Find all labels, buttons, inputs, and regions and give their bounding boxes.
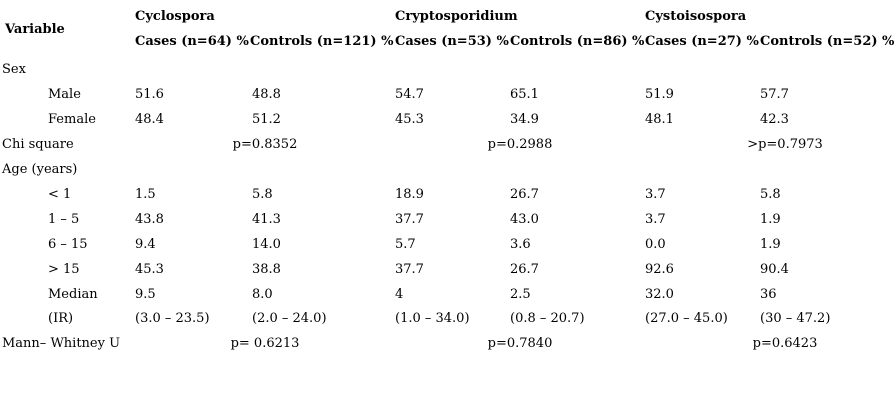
value-cell: 2.5 (510, 287, 531, 302)
value-cell: 45.3 (135, 262, 164, 277)
value-cell: 5.7 (395, 237, 416, 252)
subheader-cyclospora-controls: Controls (n=121) % (250, 34, 394, 49)
row-label-chi-square: Chi square (2, 137, 74, 152)
value-cell: 65.1 (510, 87, 539, 102)
value-cell: 36 (760, 287, 777, 302)
group-header-cyclospora: Cyclospora (135, 9, 215, 24)
value-cell: (0.8 – 20.7) (510, 311, 585, 326)
row-label-15: > 15 (48, 262, 80, 277)
value-cell: 48.4 (135, 112, 164, 127)
value-cell: 14.0 (252, 237, 281, 252)
value-cell: 5.8 (760, 187, 781, 202)
p-value-cell: p=0.2988 (487, 137, 553, 152)
value-cell: 9.5 (135, 287, 156, 302)
value-cell: (1.0 – 34.0) (395, 311, 470, 326)
value-cell: 41.3 (252, 212, 281, 227)
value-cell: 26.7 (510, 187, 539, 202)
value-cell: 3.7 (645, 187, 666, 202)
value-cell: 3.7 (645, 212, 666, 227)
p-value-cell: p=0.8352 (232, 137, 298, 152)
value-cell: 9.4 (135, 237, 156, 252)
value-cell: 45.3 (395, 112, 424, 127)
subheader-cystoisospora-cases: Cases (n=27) % (645, 34, 759, 49)
group-header-cystoisospora: Cystoisospora (645, 9, 747, 24)
value-cell: 43.8 (135, 212, 164, 227)
row-label-sex: Sex (2, 62, 26, 77)
row-label-1-5: 1 – 5 (48, 212, 80, 227)
value-cell: 3.6 (510, 237, 531, 252)
value-cell: 43.0 (510, 212, 539, 227)
subheader-cystoisospora-controls: Controls (n=52) % (760, 34, 895, 49)
value-cell: 1.9 (760, 212, 781, 227)
row-label-mann-whitney-u: Mann– Whitney U (2, 336, 121, 351)
value-cell: 37.7 (395, 212, 424, 227)
value-cell: 51.2 (252, 112, 281, 127)
value-cell: 1.9 (760, 237, 781, 252)
value-cell: 5.8 (252, 187, 273, 202)
row-label-median: Median (48, 287, 98, 302)
value-cell: 4 (395, 287, 404, 302)
row-label-age-years: Age (years) (2, 162, 78, 177)
p-value-cell: >p=0.7973 (747, 137, 823, 152)
value-cell: (30 – 47.2) (760, 311, 831, 326)
column-header-variable: Variable (5, 22, 65, 37)
group-header-cryptosporidium: Cryptosporidium (395, 9, 518, 24)
p-value-cell: p= 0.6213 (230, 336, 300, 351)
value-cell: (3.0 – 23.5) (135, 311, 210, 326)
value-cell: 51.6 (135, 87, 164, 102)
p-value-cell: p=0.7840 (487, 336, 553, 351)
p-value-cell: p=0.6423 (752, 336, 818, 351)
subheader-cryptosporidium-controls: Controls (n=86) % (510, 34, 645, 49)
row-label-male: Male (48, 87, 81, 102)
row-label-6-15: 6 – 15 (48, 237, 88, 252)
subheader-cyclospora-cases: Cases (n=64) % (135, 34, 249, 49)
value-cell: 18.9 (395, 187, 424, 202)
value-cell: 32.0 (645, 287, 674, 302)
subheader-cryptosporidium-cases: Cases (n=53) % (395, 34, 509, 49)
value-cell: 26.7 (510, 262, 539, 277)
value-cell: 1.5 (135, 187, 156, 202)
row-label-ir: (IR) (48, 311, 74, 326)
value-cell: 51.9 (645, 87, 674, 102)
value-cell: 37.7 (395, 262, 424, 277)
value-cell: 42.3 (760, 112, 789, 127)
row-label-1: < 1 (48, 187, 72, 202)
value-cell: 92.6 (645, 262, 674, 277)
row-label-female: Female (48, 112, 96, 127)
value-cell: 54.7 (395, 87, 424, 102)
value-cell: (2.0 – 24.0) (252, 311, 327, 326)
value-cell: 48.1 (645, 112, 674, 127)
value-cell: (27.0 – 45.0) (645, 311, 728, 326)
value-cell: 38.8 (252, 262, 281, 277)
value-cell: 34.9 (510, 112, 539, 127)
value-cell: 48.8 (252, 87, 281, 102)
value-cell: 90.4 (760, 262, 789, 277)
value-cell: 8.0 (252, 287, 273, 302)
value-cell: 57.7 (760, 87, 789, 102)
value-cell: 0.0 (645, 237, 666, 252)
